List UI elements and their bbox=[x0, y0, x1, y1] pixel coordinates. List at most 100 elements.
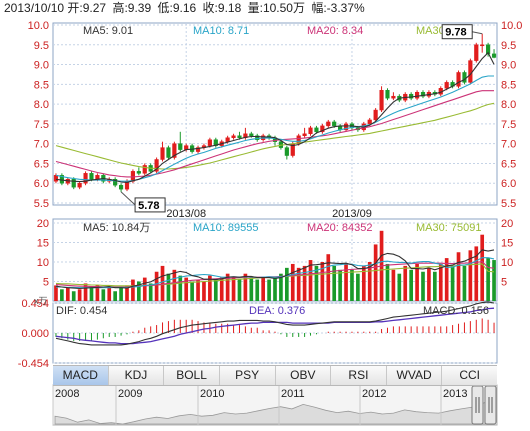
price-y-tick-left: 9.0 bbox=[34, 60, 49, 72]
high-price-callout: 9.78 bbox=[441, 24, 483, 40]
candle-body bbox=[409, 93, 414, 99]
volume-ma30-label: MA30: 75091 bbox=[416, 222, 481, 234]
volume-bar bbox=[196, 279, 200, 301]
price-y-tick-right: 9.5 bbox=[501, 40, 516, 52]
volume-bar bbox=[397, 273, 402, 301]
price-y-tick-right: 5.5 bbox=[501, 198, 516, 210]
price-moving-averages bbox=[55, 51, 495, 183]
volume-bar bbox=[273, 277, 277, 301]
volume-bar bbox=[326, 254, 331, 301]
volume-bar bbox=[95, 285, 100, 301]
candle-body bbox=[444, 82, 449, 89]
volume-bar bbox=[290, 263, 295, 301]
price-ma5-label: MA5: 9.01 bbox=[83, 25, 133, 37]
candle-body bbox=[491, 53, 497, 58]
volume-bar bbox=[462, 265, 467, 301]
volume-bar bbox=[237, 279, 242, 301]
candle-body bbox=[154, 159, 159, 172]
indicator-tab-bar: MACD KDJ BOLL PSY OBV RSI WVAD CCI bbox=[53, 365, 497, 386]
tab-boll[interactable]: BOLL bbox=[164, 366, 220, 385]
volume-bar bbox=[308, 260, 313, 301]
range-handle-left[interactable] bbox=[471, 385, 484, 425]
candle-body bbox=[136, 171, 141, 174]
volume-bar bbox=[302, 265, 307, 301]
tab-wvad[interactable]: WVAD bbox=[387, 366, 443, 385]
price-y-tick-left: 7.0 bbox=[34, 139, 49, 151]
volume-bar bbox=[480, 234, 485, 301]
candle-body bbox=[249, 133, 254, 137]
dif-line bbox=[55, 301, 495, 346]
volume-bar bbox=[356, 273, 360, 301]
candle-body bbox=[237, 135, 242, 138]
candle-body bbox=[414, 91, 420, 99]
candle-body bbox=[326, 121, 331, 127]
high-value: 9.39 bbox=[128, 1, 152, 15]
candle-body bbox=[225, 137, 230, 142]
volume-bar bbox=[60, 289, 64, 301]
tab-macd[interactable]: MACD bbox=[53, 366, 109, 385]
tab-kdj[interactable]: KDJ bbox=[109, 366, 165, 385]
volume-bar bbox=[190, 281, 194, 301]
volume-bar bbox=[101, 289, 106, 301]
volume-y-tick-left: 5 bbox=[43, 277, 49, 289]
volume-bar bbox=[314, 265, 319, 301]
candle-body bbox=[59, 175, 64, 184]
candle-body bbox=[195, 147, 201, 152]
price-x-tick: 2013/08 bbox=[166, 208, 206, 220]
volume-bar bbox=[344, 263, 348, 301]
price-y-tick-right: 7.0 bbox=[501, 139, 516, 151]
candle-body bbox=[142, 165, 147, 174]
price-y-tick-left: 8.5 bbox=[34, 79, 49, 91]
volume-ma10-label: MA10: 89555 bbox=[193, 222, 258, 234]
price-ma20-line bbox=[55, 90, 494, 178]
price-panel-frame bbox=[52, 22, 498, 206]
low-callout-value: 5.78 bbox=[138, 200, 159, 212]
macd-y-tick: 0.000 bbox=[21, 328, 49, 340]
range-handle-right[interactable] bbox=[484, 385, 497, 425]
volume-bar bbox=[492, 260, 496, 301]
volume-unit-label: x万 bbox=[34, 296, 48, 306]
volume-bar bbox=[243, 273, 248, 301]
overview-year-label: 2012 bbox=[362, 388, 386, 400]
volume-bar bbox=[225, 273, 230, 301]
open-value: 9.27 bbox=[83, 1, 107, 15]
volume-bar bbox=[444, 258, 449, 301]
tab-cci[interactable]: CCI bbox=[459, 368, 481, 382]
volume-bar bbox=[438, 263, 443, 301]
candle-body bbox=[302, 133, 307, 137]
volume-bar bbox=[433, 271, 437, 301]
volume-bar bbox=[391, 269, 396, 301]
volume-bar bbox=[486, 258, 490, 301]
volume-bar bbox=[474, 246, 479, 301]
volume-bar bbox=[71, 291, 76, 301]
volume-bar bbox=[385, 263, 390, 301]
volume-y-tick-left: 15 bbox=[37, 238, 49, 250]
volume-bar bbox=[160, 265, 165, 301]
volume-bar bbox=[373, 244, 378, 301]
low-value: 9.16 bbox=[173, 1, 197, 15]
volume-bar bbox=[421, 271, 425, 301]
volume-bar bbox=[154, 271, 159, 301]
high-callout-value: 9.78 bbox=[445, 27, 466, 39]
candle-body bbox=[118, 184, 124, 190]
candle-body bbox=[53, 175, 59, 182]
volume-bar bbox=[119, 287, 123, 301]
tab-rsi[interactable]: RSI bbox=[331, 366, 387, 385]
volume-ma20-label: MA20: 84352 bbox=[307, 222, 372, 234]
price-grid: 10.0 10.0 9.5 9.5 9.0 9.0 8.5 8.5 8.0 8.0 7.5 7.5 7.… bbox=[28, 20, 523, 220]
volume-y-tick-right: 5 bbox=[501, 277, 507, 289]
price-ma30-line bbox=[55, 102, 495, 170]
volume-bar bbox=[142, 277, 147, 301]
candle-body bbox=[166, 147, 171, 158]
volume-y-tick-right: 10 bbox=[501, 257, 513, 269]
volume-bar bbox=[255, 279, 260, 301]
overview-navigator[interactable]: 2008 2009 2010 2011 2012 2013 bbox=[52, 385, 496, 425]
volume-bars bbox=[54, 230, 496, 301]
candle-body bbox=[373, 109, 378, 121]
overview-year-label: 2010 bbox=[200, 388, 224, 400]
close-label: 收: bbox=[203, 1, 218, 15]
tab-psy[interactable]: PSY bbox=[220, 366, 276, 385]
tab-obv[interactable]: OBV bbox=[276, 366, 332, 385]
